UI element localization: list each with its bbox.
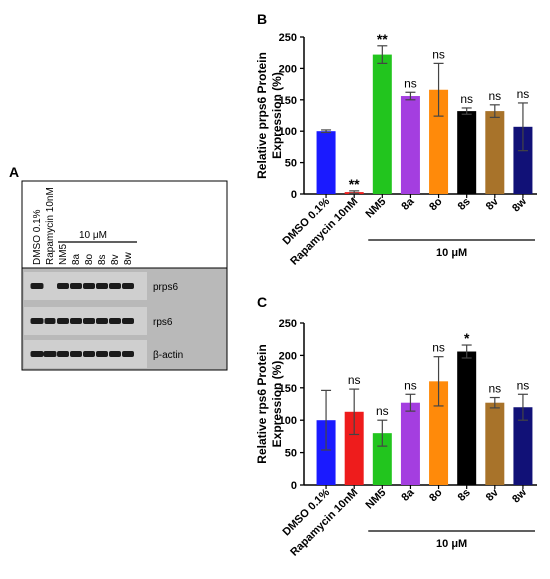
y-tick-label: 250 <box>279 318 297 330</box>
y-axis-title: Relative rps6 ProteinExpression (%) <box>255 344 284 463</box>
x-tick-label: NM5 <box>364 196 389 221</box>
blot-lane-label: NM5 <box>58 243 69 265</box>
blot-band <box>83 351 95 357</box>
blot-lane-label: Rapamycin 10nM <box>45 187 56 265</box>
blot-band <box>96 318 108 324</box>
bar <box>513 126 533 194</box>
chart-prps6: 0 50 100 150 200 250 Relative prps6 ProteinExp… <box>255 31 537 268</box>
bar <box>400 96 420 194</box>
significance-label: ns <box>404 76 417 90</box>
blot-lane-label: 8o <box>84 253 95 265</box>
blot-band <box>70 351 82 357</box>
blot-band <box>122 351 134 357</box>
blot-lane-label: DMSO 0.1% <box>32 209 43 265</box>
y-tick-label: 250 <box>279 32 297 44</box>
blot-band <box>57 283 69 289</box>
bar <box>485 111 505 194</box>
y-tick-label: 200 <box>279 63 297 75</box>
western-blot: 10 μM DMSO 0.1% Rapamycin 10nM NM5 8a 8o 8s 8v… <box>21 180 228 371</box>
significance-label: ** <box>349 176 360 192</box>
blot-band <box>83 283 95 289</box>
significance-label: ** <box>377 31 388 47</box>
significance-label: * <box>464 330 470 346</box>
y-tick-label: 100 <box>279 126 297 138</box>
y-tick-label: 150 <box>279 95 297 107</box>
x-tick-label: 8a <box>399 195 417 213</box>
group-label: 10 μM <box>436 247 467 259</box>
bar <box>457 351 477 485</box>
significance-label: ns <box>517 378 530 392</box>
significance-label: ns <box>348 373 361 387</box>
significance-label: ns <box>376 404 389 418</box>
blot-lane-label: 8v <box>110 254 121 265</box>
x-tick-label: 8s <box>456 196 473 213</box>
x-tick-label: 8s <box>456 487 473 504</box>
significance-label: ns <box>488 89 501 103</box>
bar <box>344 411 364 485</box>
blot-band <box>109 283 121 289</box>
y-axis-title: Relative prps6 ProteinExpression (%) <box>255 52 284 179</box>
panel-b-letter: B <box>257 11 267 27</box>
bar <box>485 402 505 485</box>
blot-band <box>57 318 69 324</box>
x-tick-label: 8v <box>484 195 502 213</box>
blot-label-area <box>21 180 228 269</box>
panel-c-letter: C <box>257 294 267 310</box>
blot-band <box>109 351 121 357</box>
bar <box>372 54 392 194</box>
blot-band <box>30 318 44 324</box>
bar <box>316 131 336 194</box>
y-tick-label: 150 <box>279 383 297 395</box>
bar <box>513 407 533 485</box>
x-tick-label: 8o <box>427 486 445 504</box>
blot-band <box>122 318 134 324</box>
y-tick-label: 100 <box>279 415 297 427</box>
band-label-actin: β-actin <box>153 350 183 361</box>
significance-label: ns <box>517 87 530 101</box>
blot-band <box>122 283 134 289</box>
blot-band <box>70 318 82 324</box>
blot-band <box>43 351 57 357</box>
panel-a-letter: A <box>9 164 19 180</box>
blot-lane-label: 8a <box>71 253 82 265</box>
blot-lane-label: 8w <box>123 251 134 265</box>
blot-band <box>96 283 108 289</box>
significance-label: ns <box>404 378 417 392</box>
blot-band <box>30 283 44 289</box>
bar <box>400 402 420 485</box>
blot-concentration-label: 10 μM <box>79 230 107 241</box>
significance-label: ns <box>432 47 445 61</box>
band-label-rps6: rps6 <box>153 317 173 328</box>
blot-band <box>30 351 44 357</box>
band-label-prps6: prps6 <box>153 282 178 293</box>
x-tick-label: 8w <box>510 486 529 505</box>
y-tick-label: 0 <box>291 480 297 492</box>
x-tick-label: NM5 <box>364 487 389 512</box>
bar <box>429 381 449 485</box>
blot-band <box>44 318 56 324</box>
blot-band <box>83 318 95 324</box>
group-label: 10 μM <box>436 538 467 550</box>
blot-band <box>109 318 121 324</box>
significance-label: ns <box>460 92 473 106</box>
y-tick-label: 0 <box>291 189 297 201</box>
significance-label: ns <box>488 382 501 396</box>
x-tick-label: 8o <box>427 195 445 213</box>
x-tick-label: 8a <box>399 486 417 504</box>
y-tick-label: 50 <box>285 158 297 170</box>
chart-rps6: 0 50 100 150 200 250 Relative rps6 ProteinExpr… <box>255 318 537 559</box>
significance-label: ns <box>432 341 445 355</box>
y-tick-label: 50 <box>285 448 297 460</box>
blot-band <box>96 351 108 357</box>
x-tick-label: 8w <box>510 195 529 214</box>
blot-band <box>57 351 69 357</box>
y-tick-label: 200 <box>279 350 297 362</box>
bar <box>316 420 336 485</box>
blot-band <box>70 283 82 289</box>
blot-lane-label: 8s <box>97 254 108 265</box>
x-tick-label: 8v <box>484 486 502 504</box>
bar <box>457 111 477 194</box>
